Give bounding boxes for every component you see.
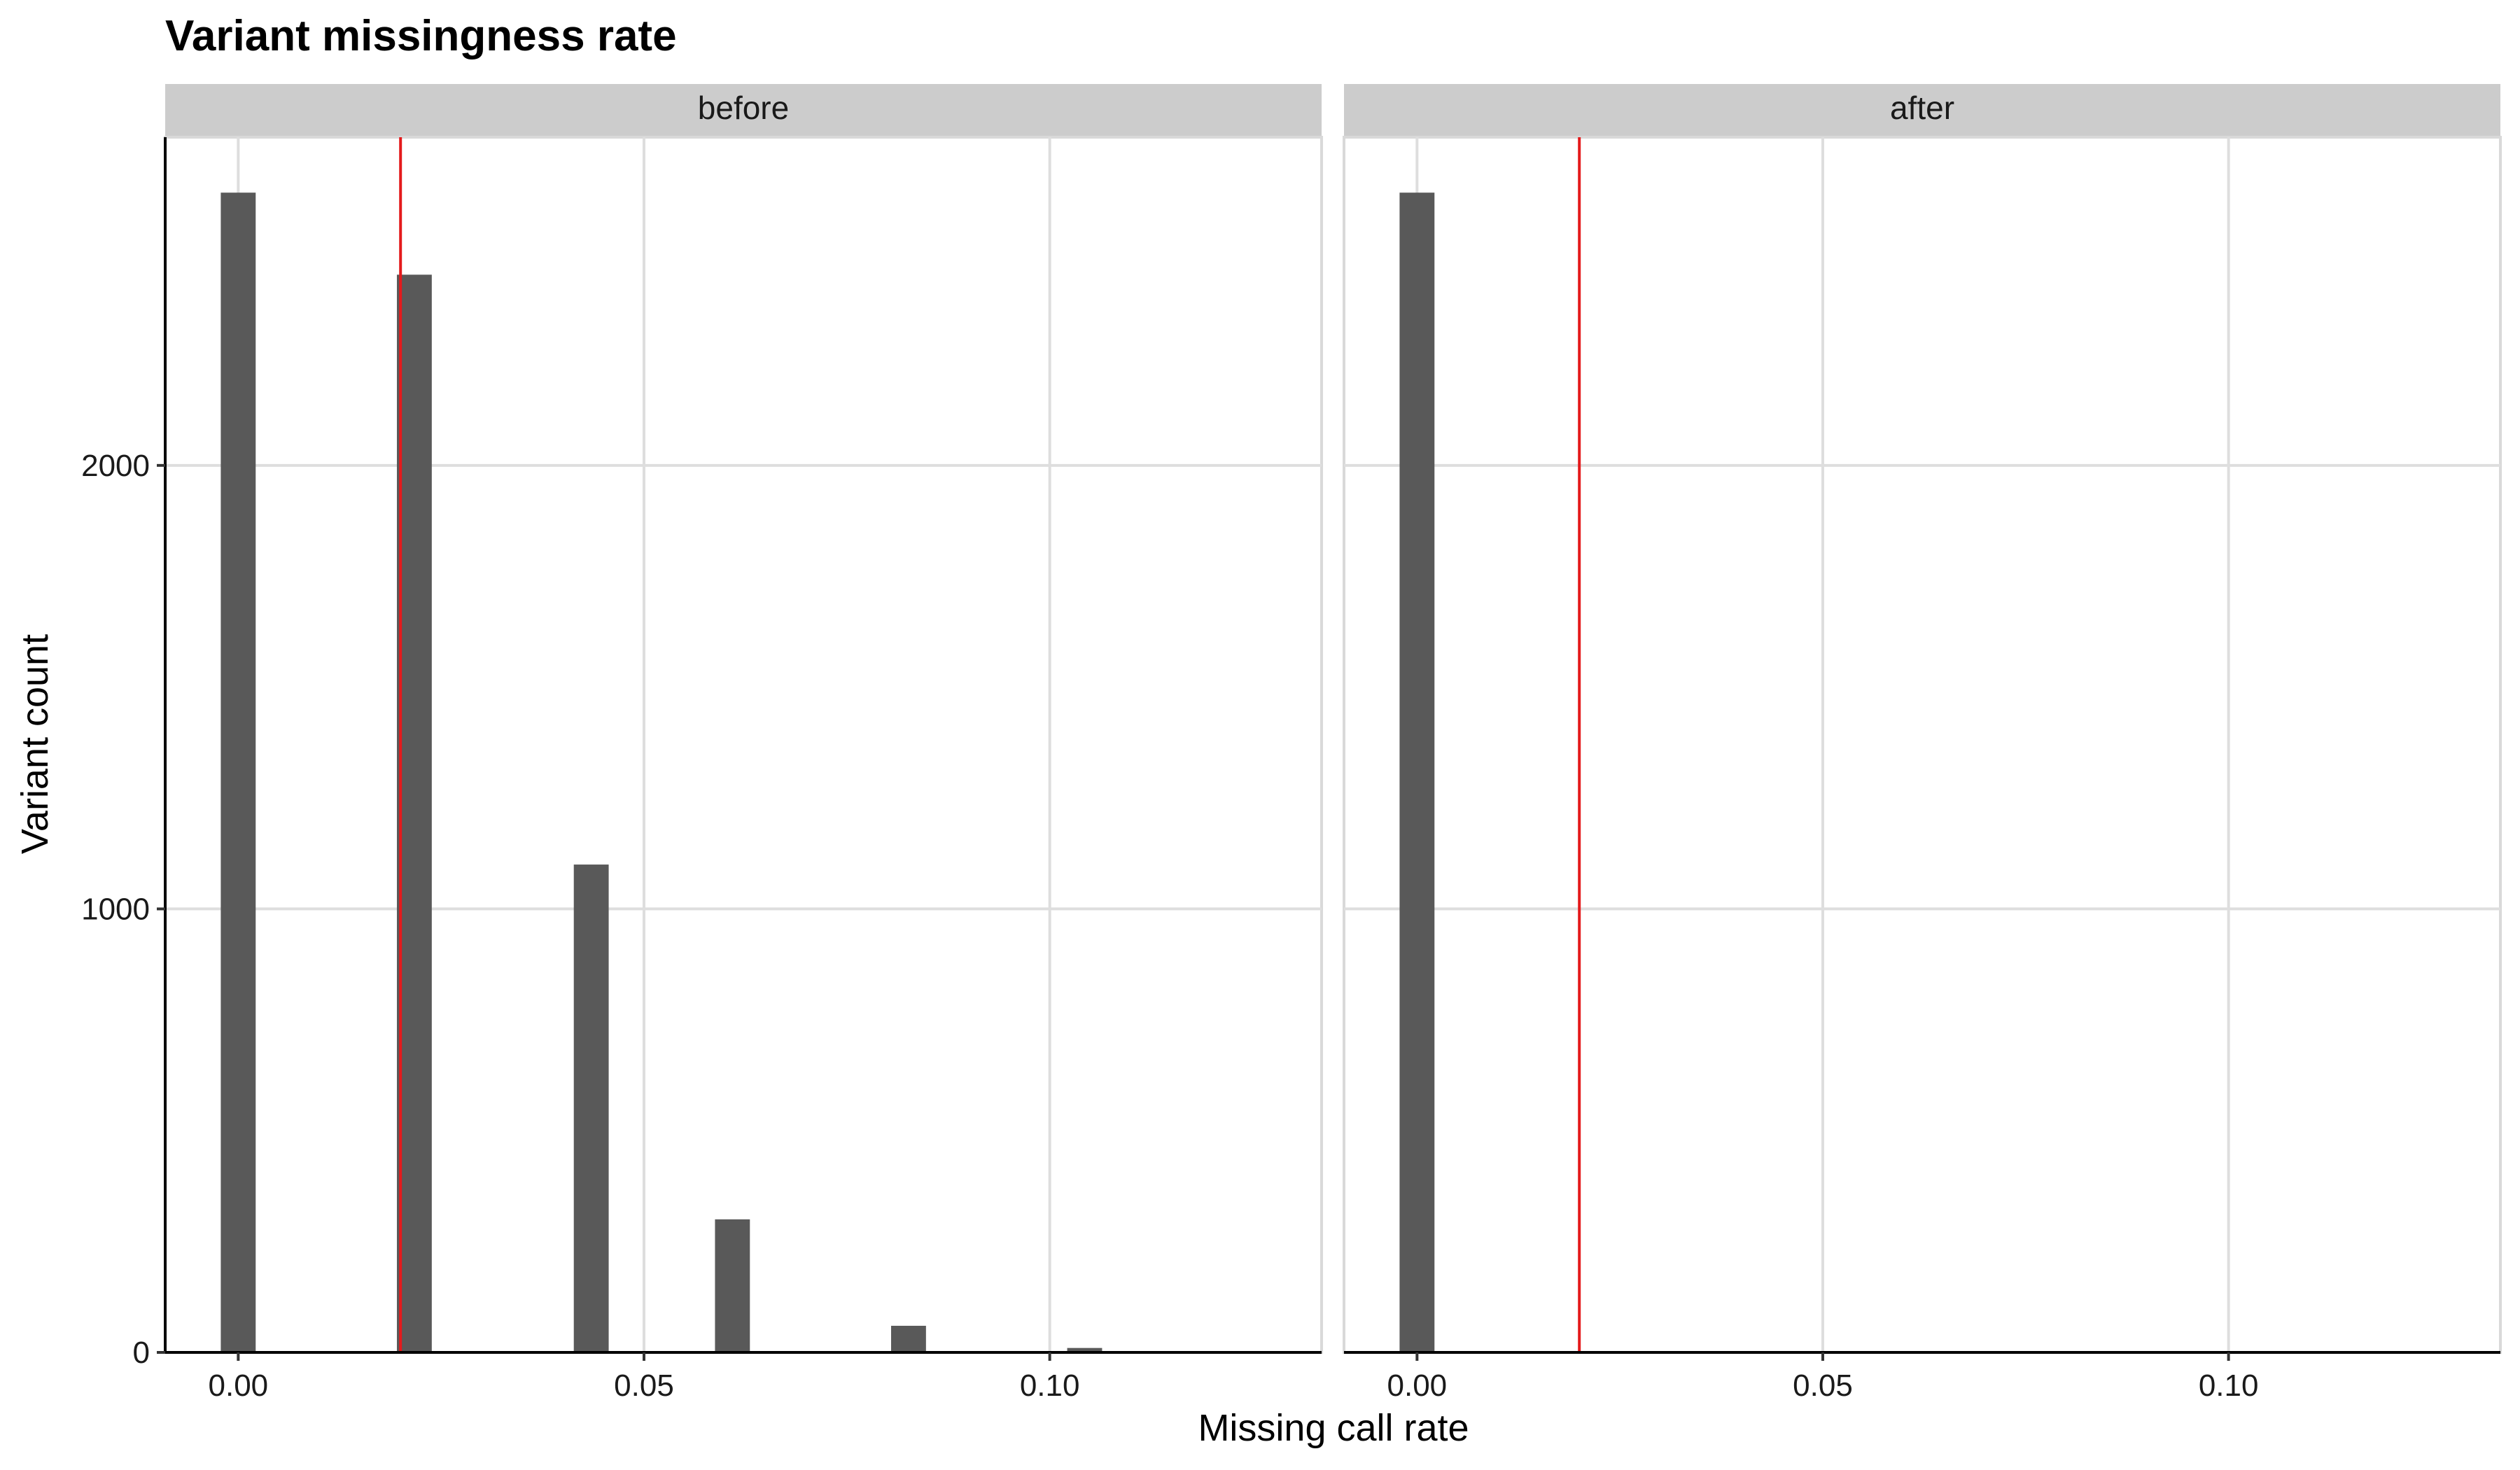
x-tick-label: 0.10 (1020, 1368, 1080, 1403)
panel-background (1343, 136, 2502, 1354)
facet-strip (1344, 84, 2500, 136)
histogram-bar (715, 1219, 750, 1352)
facet-strip (165, 84, 1322, 136)
facet-label: before (698, 90, 789, 126)
x-tick-label: 0.05 (1793, 1368, 1853, 1403)
y-tick-label: 1000 (81, 892, 150, 926)
chart-title: Variant missingness rate (165, 12, 677, 60)
y-axis-title: Variant count (14, 634, 56, 854)
histogram-bar (1067, 1348, 1102, 1352)
x-tick-label: 0.10 (2199, 1368, 2259, 1403)
x-axis-title: Missing call rate (1198, 1407, 1469, 1449)
histogram-bar (1399, 192, 1435, 1353)
histogram-bar (890, 1325, 926, 1352)
histogram-bar (396, 274, 432, 1353)
x-tick-label: 0.05 (614, 1368, 674, 1403)
x-tick-label: 0.00 (209, 1368, 269, 1403)
x-tick-label: 0.00 (1387, 1368, 1448, 1403)
y-tick-label: 0 (133, 1336, 150, 1370)
y-tick-label: 2000 (81, 449, 150, 483)
facet-label: after (1890, 90, 1954, 126)
panel-background (164, 136, 1323, 1354)
histogram-bar (220, 192, 256, 1353)
histogram-bar (573, 864, 609, 1352)
